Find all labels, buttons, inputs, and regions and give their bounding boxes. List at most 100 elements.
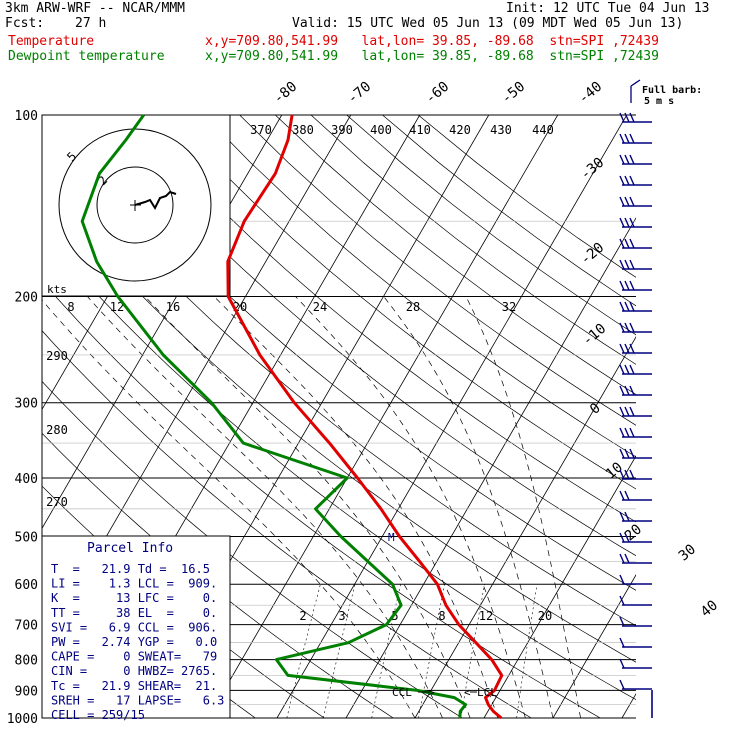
moist-adiabat: [465, 296, 581, 718]
wind-barb: [619, 196, 652, 207]
isotherm-label: 40: [698, 597, 721, 620]
theta-label-410: 410: [409, 123, 431, 137]
wind-barb: [619, 301, 652, 312]
parcel-info-title: Parcel Info: [87, 541, 173, 556]
dry-adiabat: [346, 115, 636, 336]
mixing-ratio-label-32: 32: [502, 300, 516, 314]
theta-label-380: 380: [292, 123, 314, 137]
pressure-label-800: 800: [15, 654, 38, 669]
parcel-info-row: CAPE = 0 SWEAT= 79: [51, 650, 217, 664]
theta-label-290: 290: [46, 349, 68, 363]
parcel-info-row: TT = 38 EL = 0.: [51, 606, 217, 620]
theta-label-270: 270: [46, 495, 68, 509]
wind-barb: [619, 112, 652, 123]
theta-label-280: 280: [46, 423, 68, 437]
isotherm-label: -50: [499, 79, 529, 108]
ccl-marker: CCL: [392, 686, 412, 699]
temperature-legend: Temperature: [8, 34, 95, 49]
parcel-info-row: PW = 2.74 YGP = 0.0: [51, 635, 217, 649]
moist-adiabat: [295, 296, 526, 718]
isotherm-label: -30: [578, 155, 608, 184]
wind-barb: [619, 238, 652, 249]
mixing-ratio-label-24: 24: [313, 300, 327, 314]
theta-label-370: 370: [250, 123, 272, 137]
parcel-info-row: K = 13 LFC = 0.: [51, 591, 217, 605]
wind-barb: [619, 406, 652, 417]
parcel-info-box: Parcel Info T = 21.9 Td = 16.5LI = 1.3 L…: [41, 535, 231, 722]
hodograph: 5 2 kts: [41, 114, 231, 297]
parcel-info-row: CIN = 0 HWBZ= 2765.: [51, 664, 217, 678]
wind-barb: [619, 616, 652, 627]
wind-barb: [619, 574, 652, 585]
mixing-ratio-line: [323, 584, 356, 718]
theta-label-440: 440: [532, 123, 554, 137]
hodograph-kts-label: kts: [47, 283, 67, 296]
wind-barb: [619, 280, 652, 291]
wind-barb: [619, 154, 652, 165]
pressure-label-1000: 1000: [7, 712, 38, 727]
moist-adiabat: [213, 296, 499, 718]
theta-label-420: 420: [449, 123, 471, 137]
parcel-info-row: LI = 1.3 LCL = 909.: [51, 577, 217, 591]
pressure-label-400: 400: [15, 472, 38, 487]
pressure-label-600: 600: [15, 578, 38, 593]
model-title: 3km ARW-WRF -- NCAR/MMM: [5, 1, 186, 16]
isotherm-label: -80: [271, 79, 301, 108]
isotherm-label: 30: [676, 541, 699, 564]
mixing-ratio-label-20: 20: [538, 609, 552, 623]
wind-barb: [619, 175, 652, 186]
isotherm-line: [0, 115, 6, 718]
pressure-label-100: 100: [15, 109, 38, 124]
barb-legend-title: Full barb:: [642, 85, 702, 96]
parcel-info-row: SVI = 6.9 CCL = 906.: [51, 620, 217, 634]
wind-barb: [619, 658, 652, 669]
isotherm-line: [414, 336, 636, 718]
wind-barb: [619, 490, 652, 501]
mixing-ratio-label-28: 28: [406, 300, 420, 314]
isotherm-label: -40: [576, 79, 606, 108]
isotherm-label: -70: [345, 79, 375, 108]
lcl-marker: LCL: [477, 686, 497, 699]
wind-barb: [619, 553, 652, 564]
parcel-info-row: SREH = 17 LAPSE= 6.3: [51, 693, 224, 707]
hodograph-axis-label-16: 16: [166, 300, 180, 314]
wind-barb: [619, 637, 652, 648]
wind-barb: [619, 448, 652, 459]
parcel-info-row: Tc = 21.9 SHEAR= 21.: [51, 679, 217, 693]
wind-barb: [619, 133, 652, 144]
theta-label-400: 400: [370, 123, 392, 137]
pressure-label-500: 500: [15, 530, 38, 545]
wind-barb: [619, 385, 652, 396]
wind-barb: [619, 217, 652, 228]
pressure-label-900: 900: [15, 684, 38, 699]
ccl-lcl-markers: CCL > < LCL M: [388, 531, 497, 699]
valid-time: Valid: 15 UTC Wed 05 Jun 13 (09 MDT Wed …: [292, 16, 684, 31]
isotherm-line: [691, 115, 740, 718]
isotherm-label: -20: [578, 240, 608, 269]
isotherm-line: [207, 115, 559, 718]
mixing-ratio-label-8: 8: [438, 609, 445, 623]
hodograph-axis-label-12: 12: [110, 300, 124, 314]
isotherm-line: [276, 115, 628, 718]
wind-barb: [619, 343, 652, 354]
dry-adiabat: [203, 115, 636, 458]
pressure-label-700: 700: [15, 619, 38, 634]
init-time: Init: 12 UTC Tue 04 Jun 13: [506, 1, 710, 16]
wind-barb: [619, 427, 652, 438]
dewpoint-station-info: x,y=709.80,541.99 lat,lon= 39.85, -89.68…: [205, 49, 659, 64]
dry-adiabat: [417, 115, 636, 278]
theta-label-390: 390: [331, 123, 353, 137]
wind-barb: [619, 511, 652, 522]
forecast-label: Fcst:: [5, 16, 45, 31]
wind-barb: [619, 595, 652, 606]
parcel-info-row: CELL = 259/15: [51, 708, 145, 722]
wind-barb: [619, 322, 652, 333]
wind-barb: [619, 364, 652, 375]
barb-legend: Full barb: 5 m s: [630, 79, 702, 107]
mixing-ratio-line: [516, 584, 538, 718]
wind-barb: [619, 259, 652, 270]
isotherm-label: -60: [423, 79, 453, 108]
hodograph-axis-label-8: 8: [67, 300, 74, 314]
ccl-arrow: >: [428, 686, 435, 699]
